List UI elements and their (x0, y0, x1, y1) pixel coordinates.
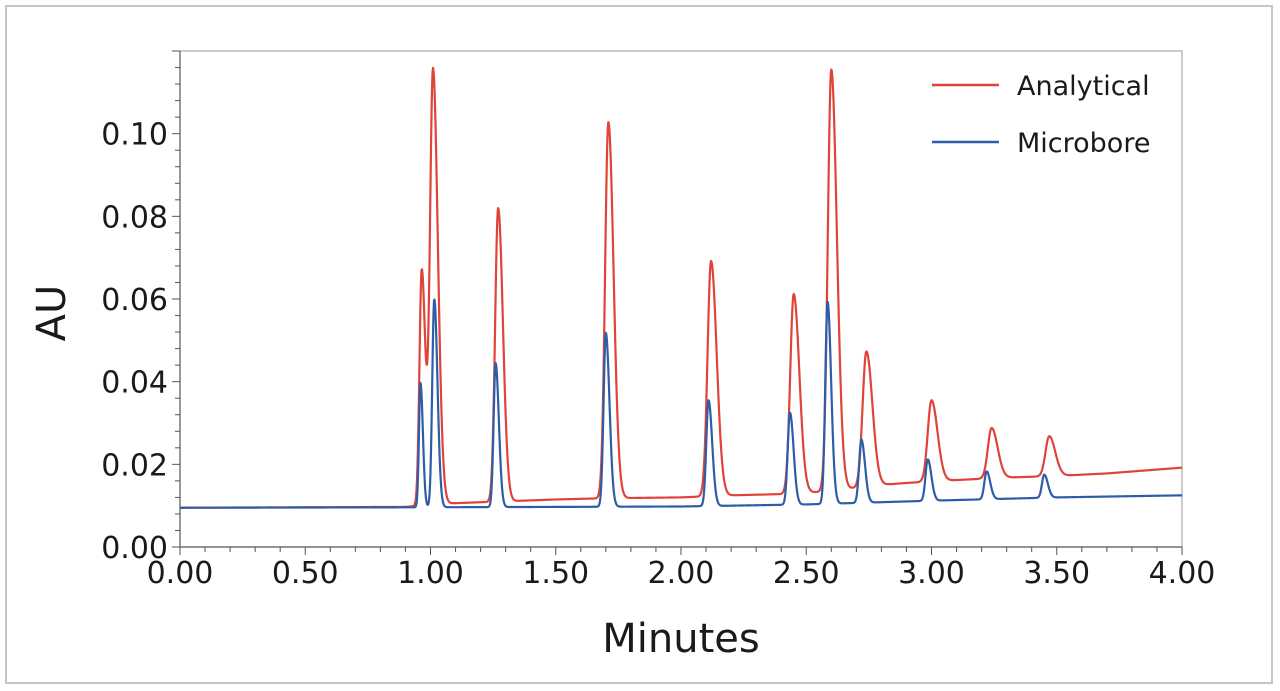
y-tick-label: 0.08 (101, 200, 168, 235)
plot-area (179, 50, 1183, 548)
y-axis-title: AU (29, 285, 75, 342)
y-tick-label: 0.10 (101, 118, 168, 153)
x-tick-label: 3.00 (898, 556, 965, 591)
y-axis: 0.00 0.02 0.04 0.06 0.08 0.10 (101, 50, 181, 566)
y-tick-label: 0.04 (101, 366, 168, 401)
series-layer (179, 66, 1183, 509)
x-tick-label: 3.50 (1023, 556, 1090, 591)
x-tick-label: 0.50 (272, 556, 339, 591)
plot-border (179, 50, 1183, 548)
chart-frame: 0.00 0.02 0.04 0.06 0.08 0.10 0.00 0.50 1.00 1.5… (5, 5, 1273, 684)
y-tick-label: 0.02 (101, 448, 168, 483)
legend-label-analytical: Analytical (1017, 71, 1150, 102)
chromatogram-chart: 0.00 0.02 0.04 0.06 0.08 0.10 0.00 0.50 1.00 1.5… (29, 50, 1216, 662)
x-tick-label: 1.00 (397, 556, 464, 591)
x-tick-label: 1.50 (522, 556, 589, 591)
x-tick-label: 2.00 (648, 556, 715, 591)
legend: Analytical Microbore (932, 71, 1150, 159)
x-tick-label: 2.50 (773, 556, 840, 591)
y-tick-label: 0.00 (101, 531, 168, 566)
x-axis-title: Minutes (602, 616, 759, 662)
x-axis: 0.00 0.50 1.00 1.50 2.00 2.50 3.00 3.50 4.00 (147, 546, 1216, 591)
x-tick-label: 0.00 (147, 556, 214, 591)
x-tick-label: 4.00 (1149, 556, 1216, 591)
series-line-microbore (179, 298, 1183, 509)
y-tick-label: 0.06 (101, 283, 168, 318)
legend-label-microbore: Microbore (1017, 128, 1150, 159)
